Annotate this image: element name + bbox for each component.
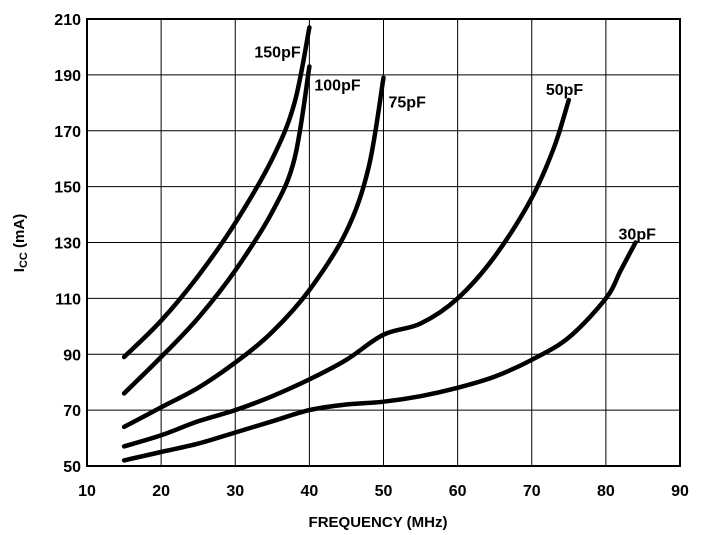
y-tick-label: 90: [63, 347, 81, 364]
y-tick-label: 110: [55, 291, 81, 308]
y-tick-label: 70: [63, 403, 81, 420]
y-tick-label: 210: [54, 12, 81, 29]
series-line-30pF: [121, 240, 638, 463]
tick-labels: 10 20 30 40 50 60 70 80 90 50 70 90 110 130 150 170 190 2…: [54, 12, 689, 500]
x-tick-label: 30: [226, 483, 244, 500]
x-axis-title: FREQUENCY (MHz): [309, 514, 448, 531]
x-tick-label: 50: [375, 483, 393, 500]
x-tick-label: 60: [449, 483, 467, 500]
series-line-75pF: [121, 75, 386, 430]
x-tick-label: 10: [78, 483, 96, 500]
y-tick-label: 170: [54, 124, 81, 141]
series-curves: [121, 25, 638, 463]
y-axis-title-main: I: [11, 268, 28, 272]
y-axis-title: ICC (mA): [11, 214, 30, 272]
x-tick-label: 70: [523, 483, 541, 500]
x-tick-label: 20: [152, 483, 170, 500]
y-tick-label: 150: [54, 180, 81, 197]
series-label: 100pF: [314, 77, 360, 94]
series-label: 30pF: [619, 227, 657, 244]
x-tick-label: 40: [300, 483, 318, 500]
y-axis-title-sub: CC: [18, 252, 30, 268]
plot-frame: [86, 18, 681, 467]
y-axis-title-unit: (mA): [11, 214, 28, 252]
y-tick-label: 50: [63, 459, 81, 476]
series-label: 75pF: [389, 95, 427, 112]
series-label: 150pF: [254, 44, 300, 61]
series-label: 50pF: [546, 82, 584, 99]
x-tick-label: 80: [597, 483, 615, 500]
y-tick-label: 190: [54, 68, 81, 85]
series-line-150pF: [121, 25, 312, 360]
series-line-50pF: [121, 97, 572, 449]
series-labels: 150pF 100pF 75pF 50pF 30pF: [254, 44, 656, 243]
x-tick-label: 90: [671, 483, 689, 500]
series-line-100pF: [121, 64, 312, 396]
y-tick-label: 130: [54, 236, 81, 253]
